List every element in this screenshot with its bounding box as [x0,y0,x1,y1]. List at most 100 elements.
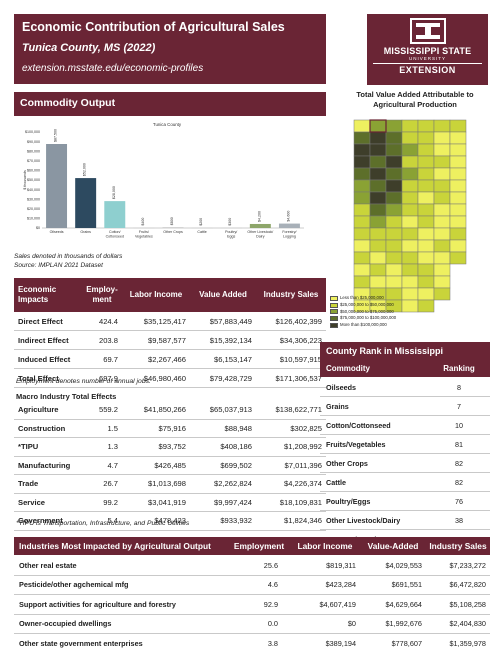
table-cell: 1.3 [107,442,118,452]
table-cell: $57,883,449 [209,316,252,326]
y-tick-label: $10,000 [27,217,40,221]
row-label: Cotton/Cottonseed [326,420,391,430]
industries-header-industry-sales: Industry Sales [429,541,487,551]
table-cell: 5.4 [107,516,118,526]
table-cell: $1,824,346 [283,516,322,526]
county-cell [417,215,435,229]
county-cell [417,287,435,301]
table-cell: $478,423 [154,516,186,526]
bar-grains [75,178,97,228]
rank-row: Other Livestock/Dairy 38 [320,511,490,530]
bar-value-label: $87,500 [54,129,58,142]
county-cell [385,275,403,289]
rank-row: Fruits/Vegetables 81 [320,435,490,454]
table-cell: $46,980,460 [143,373,186,383]
legend-swatch [330,323,338,329]
row-label: Other Crops [326,458,368,468]
row-label: Other Livestock/Dairy [326,515,401,525]
county-cell [353,191,371,205]
y-tick-label: $50,000 [27,178,40,182]
industry-row: Owner-occupied dwellings 0.0 $0 $1,992,676 $… [14,615,490,634]
x-tick-label: Cotton/ [109,230,121,234]
county-cell [385,155,403,169]
county-cell [433,179,451,193]
legend-swatch [330,309,338,315]
row-label: *TIPU [18,442,39,452]
econ-header-labor-income: Labor Income [129,290,183,299]
report-title: Economic Contribution of Agricultural Sa… [22,20,285,34]
x-tick-label: Fruits/ [139,230,149,234]
table-cell: $126,402,399 [275,316,322,326]
county-cell [353,239,371,253]
bar-value-label: $4,600 [286,211,290,222]
row-label: Induced Effect [18,354,71,364]
table-cell: 203.8 [98,335,118,345]
bar-cattle [191,227,213,229]
industries-header-value-added: Value-Added [367,541,419,551]
table-cell: 82 [455,458,463,468]
county-cell [385,179,403,193]
legend-label: $50,000,000 to $75,000,000 [340,308,394,314]
county-cell [433,191,451,205]
msu-seal-icon [409,18,446,44]
table-cell: $408,186 [220,442,252,452]
y-tick-label: $70,000 [27,159,40,163]
county-cell [369,167,387,181]
report-url[interactable]: extension.msstate.edu/economic-profiles [22,63,204,74]
x-tick-label: Logging [283,235,296,239]
county-cell [449,167,467,181]
legend-swatch [330,295,338,301]
county-cell [433,143,451,157]
industries-table: Other real estate 25.6 $819,311 $4,029,553 $… [14,556,490,650]
county-cell [417,251,435,265]
table-cell: 1.5 [107,423,118,433]
county-cell [369,227,387,241]
tipu-note: *TIPU is Transportation, Infrastructure,… [16,520,190,527]
county-cell [417,275,435,289]
bar-cotton-cottonseed [104,201,126,228]
table-cell: $2,262,824 [213,479,252,489]
employment-note: Employment denotes number of annual jobs… [16,378,151,385]
county-cell [369,179,387,193]
county-cell [417,155,435,169]
county-cell [433,287,451,301]
row-label: Other state government enterprises [19,638,143,648]
county-cell [417,239,435,253]
table-cell: $138,622,771 [275,405,322,415]
industries-header: Industries Most Impacted by Agricultural… [14,537,490,555]
county-cell [449,191,467,205]
table-cell: $426,485 [154,460,186,470]
county-cell [449,179,467,193]
county-cell [385,203,403,217]
county-cell [385,143,403,157]
map-legend-item: More than $100,000,000 [330,322,396,329]
county-cell [449,155,467,169]
table-cell: $2,404,830 [449,619,486,629]
county-cell [449,143,467,157]
county-cell [353,203,371,217]
row-label: Grains [326,401,349,411]
county-cell [449,203,467,217]
y-tick-label: $30,000 [27,197,40,201]
table-cell: $819,311 [326,560,356,570]
table-cell: $65,037,913 [209,405,252,415]
table-cell: $18,109,831 [279,497,322,507]
row-label: Service [18,497,46,507]
chart-source-note: Sales denoted in thousands of dollars So… [14,252,122,270]
county-cell [433,203,451,217]
table-cell: 99.2 [103,497,118,507]
legend-label: More than $100,000,000 [340,322,387,328]
county-cell [369,215,387,229]
county-cell [401,239,419,253]
industry-row: Pesticide/other agchemical mfg 4.6 $423,28… [14,576,490,595]
table-cell: 81 [455,439,463,449]
table-cell: 69.7 [103,354,118,364]
macro-industry-title: Macro Industry Total Effects [16,392,117,401]
table-cell: $778,607 [391,638,422,648]
table-cell: 76 [455,496,463,506]
table-cell: 25.6 [263,560,278,570]
county-cell [353,155,371,169]
table-cell: $0 [347,619,356,629]
county-cell [449,239,467,253]
county-cell [385,227,403,241]
